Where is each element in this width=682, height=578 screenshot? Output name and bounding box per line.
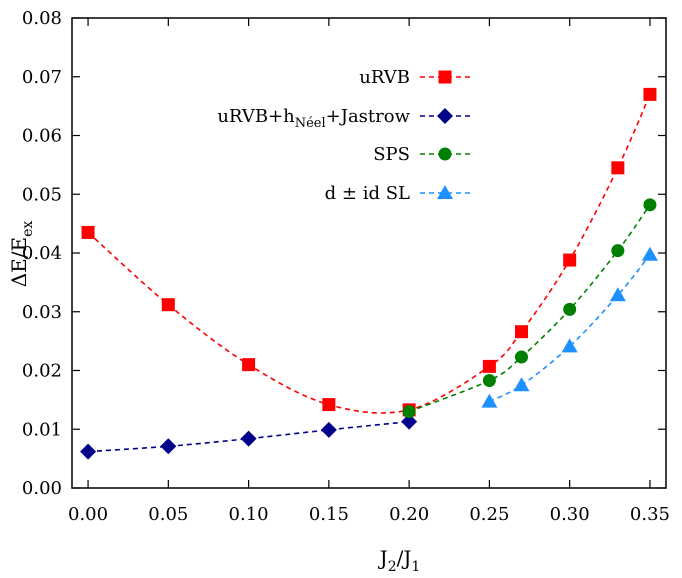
series-line-urvb — [87, 94, 651, 414]
data-point-urvb — [81, 225, 95, 239]
data-point-d-id-sl — [641, 246, 658, 261]
legend-label-sps: SPS — [373, 144, 410, 165]
data-point-urvb — [161, 298, 175, 312]
data-point-d-id-sl — [609, 287, 626, 302]
data-point-d-id-sl — [481, 393, 498, 408]
y-tick-label: 0.05 — [22, 184, 62, 205]
data-point-sps — [402, 405, 416, 419]
data-point-urvb — [643, 87, 657, 101]
data-point-urvb — [322, 398, 336, 412]
data-point-urvb-neel-jastrow — [320, 421, 337, 438]
y-tick-label: 0.01 — [22, 419, 62, 440]
data-point-urvb — [242, 358, 256, 372]
data-point-urvb — [515, 325, 529, 339]
legend-label-urvb: uRVB — [359, 67, 410, 88]
axis-ticks: 0.00 0.05 0.10 0.15 0.20 0.25 0.30 0.35 0.00 0.01… — [22, 8, 670, 525]
legend-label-d-id-sl: d ± id SL — [325, 183, 410, 204]
data-point-sps — [482, 373, 496, 387]
data-point-d-id-sl — [513, 377, 530, 392]
series-curves — [87, 94, 651, 453]
series-markers — [80, 87, 658, 460]
legend: uRVB uRVB+hNéel+Jastrow SPS d ± id SL — [217, 67, 470, 204]
data-point-d-id-sl — [561, 338, 578, 353]
legend-symbols — [420, 70, 470, 199]
y-axis-label: ΔE/Eex — [7, 221, 36, 288]
x-tick-label: 0.20 — [389, 504, 429, 525]
series-line-urvb-neel-jastrow — [88, 420, 410, 453]
series-line-sps — [408, 204, 651, 413]
x-tick-label: 0.10 — [229, 504, 269, 525]
y-tick-label: 0.06 — [22, 126, 62, 147]
data-point-urvb — [482, 359, 496, 373]
data-point-urvb-neel-jastrow — [80, 443, 97, 460]
x-axis-label: J2/J1 — [378, 546, 421, 575]
data-point-urvb — [563, 253, 577, 267]
data-point-urvb — [611, 161, 625, 175]
x-tick-label: 0.25 — [469, 504, 509, 525]
y-tick-label: 0.02 — [22, 361, 62, 382]
y-tick-label: 0.08 — [22, 8, 62, 29]
plot-frame — [71, 17, 667, 489]
data-point-sps — [515, 350, 529, 364]
data-point-sps — [611, 244, 625, 258]
data-point-sps — [643, 198, 657, 212]
legend-marker-urvb — [438, 70, 452, 84]
y-tick-label: 0.00 — [22, 478, 62, 499]
x-tick-label: 0.05 — [148, 504, 188, 525]
legend-marker-sps — [438, 147, 452, 161]
data-point-urvb-neel-jastrow — [240, 430, 257, 447]
x-tick-label: 0.35 — [630, 504, 670, 525]
data-point-urvb-neel-jastrow — [401, 413, 418, 430]
legend-marker-d-id-sl — [437, 185, 453, 199]
x-tick-label: 0.30 — [550, 504, 590, 525]
data-point-sps — [563, 302, 577, 316]
y-tick-label: 0.07 — [22, 67, 62, 88]
series-line-d-id-sl — [489, 254, 651, 403]
data-point-urvb-neel-jastrow — [160, 438, 177, 455]
y-tick-label: 0.03 — [22, 302, 62, 323]
y-tick-label: 0.04 — [22, 243, 62, 264]
x-tick-label: 0.00 — [68, 504, 108, 525]
legend-label-urvb-neel-jastrow: uRVB+hNéel+Jastrow — [217, 106, 410, 131]
legend-marker-urvb-neel-jastrow — [437, 108, 453, 124]
x-tick-label: 0.15 — [309, 504, 349, 525]
